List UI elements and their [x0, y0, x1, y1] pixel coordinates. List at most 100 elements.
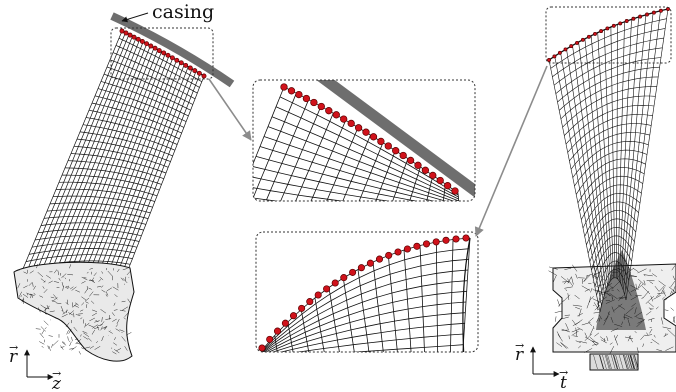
left-root-element	[69, 348, 75, 350]
right-foot-element	[630, 354, 636, 370]
left-root-element	[81, 276, 88, 281]
right-root-element	[668, 286, 676, 292]
left-root-element	[101, 271, 103, 274]
left-blade-mesh-line	[46, 209, 149, 219]
left-root-element	[17, 283, 21, 289]
right-foot-element	[619, 354, 624, 370]
zoom2-tip-node	[422, 240, 431, 248]
left-root-element	[105, 318, 112, 320]
left-blade-mesh-line	[30, 34, 130, 274]
left-root-element	[127, 298, 131, 304]
left-root-element	[26, 292, 32, 296]
zoom2-mesh-line	[328, 287, 343, 352]
right-root-element	[556, 342, 563, 347]
left-root-element	[65, 322, 70, 328]
left-root-element	[94, 320, 100, 323]
left-root-element	[56, 302, 62, 304]
zoom1-tip-node	[392, 147, 400, 155]
left-root-element	[89, 317, 96, 322]
left-root-element	[78, 351, 81, 355]
right-root-element	[581, 285, 590, 291]
right-root-element	[592, 343, 599, 346]
left-root-element	[85, 322, 90, 327]
left-root-element	[65, 302, 69, 306]
left-root-element	[57, 270, 60, 276]
left-root-element	[33, 285, 36, 290]
left-root-element	[50, 296, 55, 299]
right-root-element	[588, 317, 594, 323]
left-root-element	[90, 300, 95, 304]
left-root-element	[89, 345, 94, 349]
right-root-element	[632, 268, 639, 272]
left-root-element	[37, 307, 41, 313]
zoom1-tip-node	[354, 124, 363, 132]
left-blade-mesh-line	[100, 62, 181, 268]
zoom2-mesh-line	[274, 335, 280, 352]
left-blade-mesh-line	[61, 45, 151, 269]
left-root-element	[86, 304, 88, 308]
right-root-element	[555, 316, 557, 322]
right-axis-r-label: r	[515, 345, 524, 365]
right-root-element	[586, 300, 591, 309]
right-root-element	[652, 273, 657, 277]
right-blade-mesh-line	[552, 28, 666, 78]
left-root-element	[18, 297, 20, 299]
left-root-element	[81, 302, 85, 306]
left-root-element	[126, 332, 132, 336]
right-blade-mesh-line	[590, 35, 611, 281]
zoom1-tip-node	[310, 98, 318, 107]
left-root-element	[48, 335, 53, 337]
left-root-element	[58, 277, 61, 281]
right-axes: r → t →	[515, 339, 568, 392]
left-root-element	[39, 332, 44, 338]
zoom1-tip-node	[429, 171, 437, 180]
left-root-element	[43, 305, 50, 311]
right-root-element	[575, 319, 583, 325]
right-root-element	[649, 328, 653, 334]
left-root-element	[40, 304, 46, 309]
zoom2-tip-node	[266, 335, 274, 343]
right-foot-element	[613, 354, 618, 370]
right-root-element	[646, 332, 649, 336]
left-root-element	[113, 302, 116, 306]
zoom2-tip-node	[298, 304, 306, 312]
left-root-element	[122, 268, 128, 271]
right-tip-node	[563, 47, 568, 52]
left-blade-mesh-line	[41, 37, 137, 272]
right-root-element	[660, 269, 663, 271]
right-root-element	[594, 332, 600, 337]
right-foot-element	[633, 354, 639, 370]
right-root-element	[556, 331, 561, 339]
right-tip-node	[586, 34, 591, 39]
right-blade-mesh-line	[564, 95, 656, 136]
zoom1-mesh-line	[355, 142, 384, 201]
left-root-element	[73, 326, 78, 332]
right-blade-mesh-line	[560, 52, 604, 300]
right-root-element	[583, 275, 591, 282]
left-root-element	[117, 268, 120, 273]
zoom2-tip-node	[349, 268, 357, 276]
left-tip-node	[196, 70, 202, 76]
left-root-element	[89, 279, 96, 284]
zoom2-tip-node	[432, 238, 440, 246]
zoom2-mesh	[261, 237, 471, 352]
left-blade-mesh-line	[67, 160, 164, 180]
left-root-element	[85, 301, 89, 304]
left-root-element	[119, 329, 125, 332]
zoom2-tip-node	[258, 344, 266, 352]
left-root-element	[84, 323, 87, 328]
left-root-element	[23, 285, 28, 289]
left-root-element	[61, 273, 67, 279]
left-blade-mesh-line	[66, 47, 155, 269]
zoom1-mesh-line	[253, 86, 285, 197]
right-root-element	[648, 307, 652, 310]
right-tip-detail-frame	[545, 6, 672, 64]
zoom1-mesh-line	[309, 120, 347, 201]
zoom1-casing-bar	[308, 80, 475, 201]
zoom2-mesh-line	[261, 290, 467, 352]
right-root-element	[593, 311, 601, 314]
left-root-element	[75, 338, 79, 341]
left-root-element	[99, 276, 104, 281]
left-root-element	[66, 309, 68, 314]
zoom1-tip-node	[302, 94, 311, 103]
